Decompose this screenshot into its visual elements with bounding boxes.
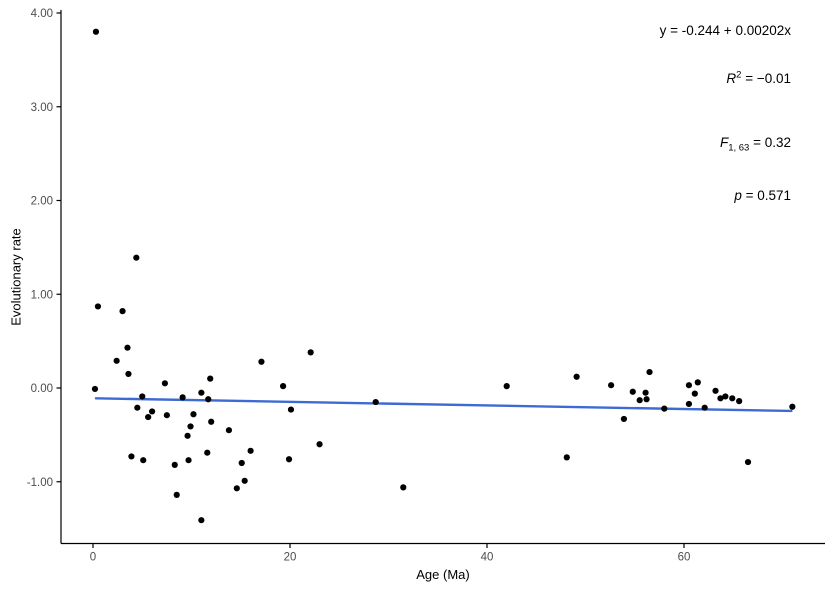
- data-point: [125, 370, 132, 378]
- data-point: [145, 413, 152, 421]
- data-point: [198, 389, 205, 396]
- data-point: [190, 411, 197, 418]
- data-point: [161, 380, 169, 387]
- x-tick-label: 20: [284, 552, 297, 564]
- p-value-label: p = 0.571: [734, 188, 791, 203]
- data-point: [113, 357, 120, 364]
- data-point: [92, 28, 100, 35]
- data-point: [563, 454, 570, 461]
- data-point: [712, 387, 719, 394]
- y-axis-title: Evolutionary rate: [8, 228, 24, 326]
- data-point: [171, 461, 178, 468]
- data-point: [258, 358, 265, 365]
- data-point: [204, 449, 211, 456]
- data-point: [620, 415, 628, 423]
- trend-line: [94, 397, 793, 413]
- data-point: [307, 349, 314, 356]
- data-point: [128, 453, 135, 460]
- p-value: = 0.571: [741, 188, 791, 203]
- data-point: [643, 396, 650, 403]
- r-squared-label: R2 = −0.01: [726, 69, 791, 86]
- data-point: [233, 485, 240, 492]
- f-degrees-of-freedom: 1, 63: [728, 142, 750, 154]
- data-point: [184, 432, 191, 439]
- data-point: [91, 385, 99, 393]
- data-point: [163, 412, 170, 419]
- data-point: [717, 395, 724, 402]
- x-tick-label: 60: [678, 552, 691, 564]
- y-tick-label: 4.00: [31, 8, 53, 20]
- f-statistic-label: F1, 63 = 0.32: [719, 135, 791, 153]
- y-tick-label: 1.00: [31, 289, 53, 301]
- data-point: [238, 459, 245, 467]
- x-tick-label: 40: [481, 552, 494, 564]
- data-point: [207, 375, 214, 382]
- data-point: [661, 405, 668, 412]
- data-point: [173, 491, 180, 498]
- data-point: [287, 406, 295, 413]
- y-tick-label: 2.00: [31, 196, 53, 208]
- data-point: [722, 393, 729, 400]
- data-point: [124, 344, 131, 351]
- r-squared-exponent: 2: [736, 69, 742, 81]
- data-point: [285, 456, 293, 463]
- data-point: [685, 400, 693, 408]
- data-point: [503, 383, 510, 390]
- data-point: [208, 418, 215, 425]
- data-point: [187, 423, 194, 430]
- data-point: [573, 373, 580, 380]
- f-value: = 0.32: [749, 135, 791, 150]
- data-point: [685, 382, 693, 389]
- y-tick-label: 0.00: [31, 383, 53, 395]
- data-point: [316, 441, 323, 448]
- data-point: [225, 427, 233, 434]
- data-point: [642, 389, 649, 396]
- data-point: [280, 383, 287, 390]
- data-point: [247, 447, 254, 454]
- y-tick-label: 3.00: [31, 102, 53, 114]
- data-point: [400, 484, 407, 491]
- data-point: [198, 517, 205, 524]
- x-tick-label: 0: [90, 552, 96, 564]
- data-point: [134, 404, 141, 411]
- data-point: [744, 458, 752, 466]
- data-point: [205, 396, 212, 403]
- data-point: [185, 457, 192, 464]
- data-point: [372, 398, 379, 406]
- r-squared-symbol: R: [726, 71, 737, 86]
- y-tick-label: -1.00: [27, 477, 53, 489]
- data-point: [241, 477, 248, 484]
- data-point: [636, 397, 643, 404]
- data-point: [691, 390, 698, 397]
- data-point: [729, 395, 736, 402]
- data-point: [140, 457, 147, 464]
- data-point: [629, 388, 636, 395]
- data-point: [789, 403, 796, 410]
- data-point: [736, 398, 743, 405]
- p-symbol: p: [734, 188, 742, 203]
- data-point: [701, 404, 708, 411]
- data-point: [94, 303, 102, 310]
- x-axis-title: Age (Ma): [416, 567, 470, 582]
- data-point: [139, 393, 146, 400]
- data-point: [608, 382, 615, 389]
- data-point: [119, 308, 126, 315]
- data-point: [694, 379, 701, 386]
- f-symbol: F: [719, 135, 729, 150]
- data-point: [179, 394, 186, 401]
- data-point: [133, 254, 140, 261]
- regression-equation-label: y = -0.244 + 0.00202x: [659, 23, 791, 38]
- r-squared-value: = −0.01: [741, 71, 791, 86]
- data-point: [149, 408, 156, 415]
- data-point: [646, 368, 653, 376]
